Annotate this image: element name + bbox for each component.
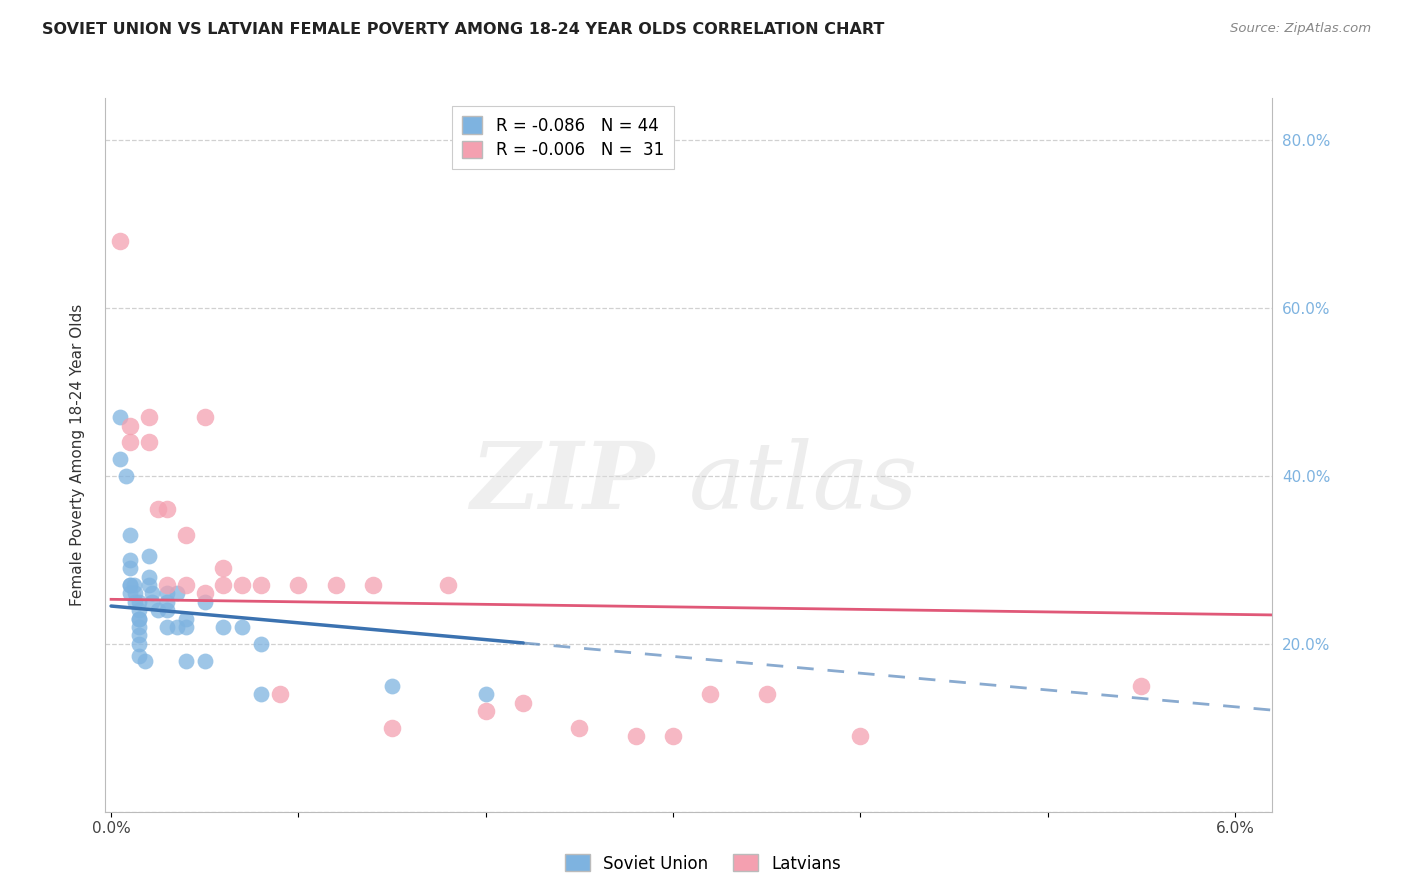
Point: [156, 586, 179, 600]
Point: [141, 595, 163, 609]
Point: [146, 603, 169, 617]
Point: [166, 586, 188, 600]
Point: [212, 578, 235, 592]
Point: [231, 620, 253, 634]
Point: [124, 595, 146, 609]
Point: [118, 527, 141, 541]
Point: [662, 729, 685, 743]
Point: [138, 435, 160, 450]
Point: [124, 586, 146, 600]
Point: [269, 687, 291, 701]
Point: [381, 721, 404, 735]
Point: [1130, 679, 1153, 693]
Point: [212, 620, 235, 634]
Point: [363, 578, 385, 592]
Point: [128, 637, 150, 651]
Point: [699, 687, 721, 701]
Point: [118, 586, 141, 600]
Point: [174, 612, 197, 626]
Point: [174, 620, 197, 634]
Point: [231, 578, 253, 592]
Point: [381, 679, 404, 693]
Point: [128, 620, 150, 634]
Point: [138, 410, 160, 425]
Point: [128, 603, 150, 617]
Text: Source: ZipAtlas.com: Source: ZipAtlas.com: [1230, 22, 1371, 36]
Point: [287, 578, 309, 592]
Point: [194, 586, 217, 600]
Point: [128, 628, 150, 642]
Point: [174, 654, 197, 668]
Point: [474, 704, 496, 718]
Point: [250, 687, 273, 701]
Legend: Soviet Union, Latvians: Soviet Union, Latvians: [558, 847, 848, 880]
Point: [194, 595, 217, 609]
Point: [134, 654, 156, 668]
Point: [624, 729, 647, 743]
Point: [110, 410, 132, 425]
Text: ZIP: ZIP: [470, 439, 654, 528]
Point: [194, 410, 217, 425]
Point: [110, 234, 132, 248]
Point: [166, 620, 188, 634]
Point: [128, 649, 150, 664]
Point: [174, 527, 197, 541]
Point: [174, 578, 197, 592]
Text: SOVIET UNION VS LATVIAN FEMALE POVERTY AMONG 18-24 YEAR OLDS CORRELATION CHART: SOVIET UNION VS LATVIAN FEMALE POVERTY A…: [42, 22, 884, 37]
Point: [118, 418, 141, 433]
Text: atlas: atlas: [689, 439, 918, 528]
Point: [128, 612, 150, 626]
Point: [118, 553, 141, 567]
Point: [110, 452, 132, 467]
Point: [156, 620, 179, 634]
Point: [474, 687, 496, 701]
Point: [128, 595, 150, 609]
Point: [250, 578, 273, 592]
Point: [138, 578, 160, 592]
Point: [212, 561, 235, 575]
Point: [849, 729, 872, 743]
Point: [568, 721, 591, 735]
Point: [512, 696, 534, 710]
Point: [156, 603, 179, 617]
Legend: R = -0.086   N = 44, R = -0.006   N =  31: R = -0.086 N = 44, R = -0.006 N = 31: [453, 106, 673, 169]
Point: [118, 578, 141, 592]
Point: [156, 502, 179, 516]
Point: [118, 435, 141, 450]
Point: [138, 549, 160, 563]
Point: [118, 561, 141, 575]
Point: [122, 578, 145, 592]
Point: [138, 569, 160, 583]
Point: [250, 637, 273, 651]
Point: [156, 578, 179, 592]
Point: [141, 586, 163, 600]
Point: [194, 654, 217, 668]
Point: [755, 687, 778, 701]
Point: [115, 469, 138, 483]
Point: [146, 502, 169, 516]
Point: [128, 612, 150, 626]
Point: [437, 578, 460, 592]
Point: [156, 595, 179, 609]
Y-axis label: Female Poverty Among 18-24 Year Olds: Female Poverty Among 18-24 Year Olds: [70, 304, 84, 606]
Point: [118, 578, 141, 592]
Point: [325, 578, 347, 592]
